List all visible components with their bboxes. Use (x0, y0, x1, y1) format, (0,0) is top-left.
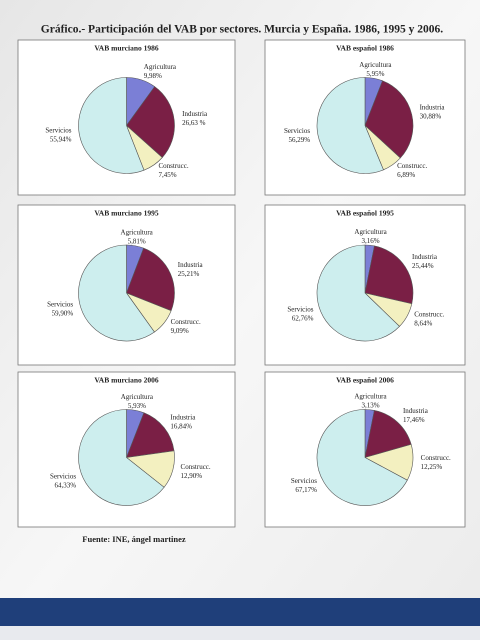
pie-slice (316, 244, 400, 342)
bottom-bar (0, 598, 480, 626)
chart-title: VAB español 1986 (336, 44, 394, 53)
slice-label: Industria (412, 253, 438, 261)
pie-slice (126, 86, 175, 158)
source-note: Fuente: INE, ángel martinez (82, 534, 186, 544)
bottom-strip (0, 626, 480, 640)
slice-value-label: 3,16% (362, 237, 380, 245)
pie-slice (78, 244, 155, 342)
pie-slice (126, 412, 175, 458)
slice-label: Agricultura (359, 61, 392, 69)
slice-label: Industria (182, 110, 208, 118)
slice-label: Agricultura (354, 392, 387, 400)
pie-slice (364, 80, 414, 159)
slice-value-label: 62,76% (292, 314, 314, 322)
pie-slice (126, 247, 175, 312)
slice-value-label: 16,84% (170, 422, 192, 430)
slice-value-label: 9,09% (171, 327, 189, 335)
slice-value-label: 3,13% (361, 401, 379, 409)
slice-label: Construcc. (397, 162, 427, 170)
slice-value-label: 5,95% (366, 70, 384, 78)
pie-slice (364, 245, 414, 305)
slice-label: Agricultura (144, 63, 177, 71)
slice-label: Industria (420, 104, 446, 112)
pie-slice (316, 409, 408, 506)
slice-value-label: 55,94% (50, 135, 72, 143)
chart-title: VAB murciano 1986 (94, 44, 159, 53)
slice-label: Servicios (47, 301, 73, 309)
slice-value-label: 25,21% (178, 270, 200, 278)
slice-label: Construcc. (421, 454, 451, 462)
pie-slice (316, 77, 384, 174)
slice-label: Servicios (291, 477, 317, 485)
document-title: Gráfico.- Participación del VAB por sect… (41, 24, 444, 36)
chart-title: VAB español 2006 (336, 376, 394, 385)
slice-label: Construcc. (181, 463, 211, 471)
slice-value-label: 5,81% (128, 238, 146, 246)
slice-value-label: 17,46% (403, 416, 425, 424)
slice-label: Servicios (284, 127, 310, 135)
slice-label: Industria (170, 413, 196, 421)
slice-label: Agricultura (354, 228, 387, 236)
slice-label: Agricultura (121, 393, 154, 401)
slice-value-label: 9,98% (144, 72, 162, 80)
slice-label: Servicios (45, 126, 71, 134)
slice-label: Construcc. (158, 162, 188, 170)
chart-title: VAB murciano 2006 (94, 376, 159, 385)
chart-title: VAB español 1995 (336, 209, 394, 218)
pie-slice (78, 409, 165, 506)
slice-value-label: 8,64% (414, 319, 432, 327)
chart-title: VAB murciano 1995 (94, 209, 159, 218)
slice-value-label: 12,25% (421, 463, 443, 471)
slice-label: Construcc. (414, 310, 444, 318)
slice-value-label: 67,17% (295, 486, 317, 494)
pie-slice (364, 410, 412, 458)
slice-value-label: 6,89% (397, 171, 415, 179)
slice-value-label: 25,44% (412, 262, 434, 270)
slice-value-label: 7,45% (158, 171, 176, 179)
slice-label: Agricultura (121, 229, 154, 237)
slice-label: Servicios (287, 305, 313, 313)
slice-label: Servicios (50, 472, 76, 480)
slice-value-label: 12,90% (181, 472, 203, 480)
pie-slice (78, 77, 145, 174)
slice-label: Industria (178, 261, 204, 269)
slice-value-label: 59,90% (52, 310, 74, 318)
slice-value-label: 5,93% (128, 402, 146, 410)
slice-label: Construcc. (171, 318, 201, 326)
slice-label: Industria (403, 407, 429, 415)
slice-value-label: 56,29% (288, 136, 310, 144)
slice-value-label: 64,33% (54, 481, 76, 489)
slice-value-label: 26,63 % (182, 119, 206, 127)
slice-value-label: 30,88% (420, 113, 442, 121)
